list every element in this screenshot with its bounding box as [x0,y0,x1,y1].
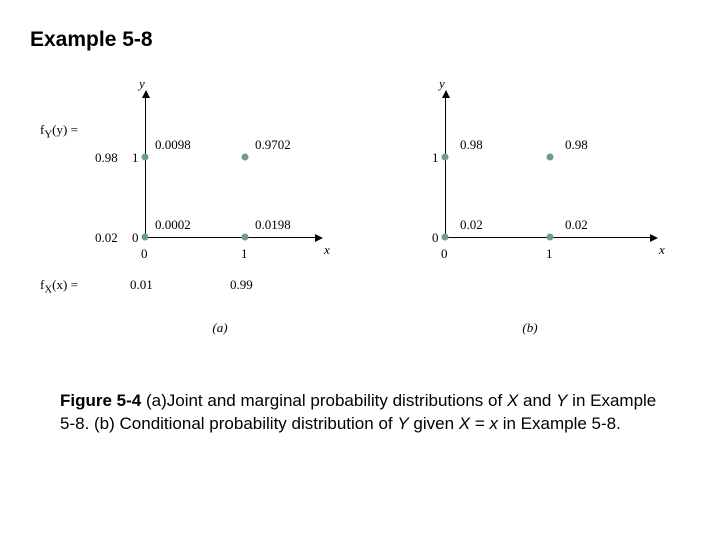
caption-x2: X [459,414,470,433]
chart-a-x-label: x [324,242,330,258]
chart-a-my-0-tick: 1 [132,150,139,166]
chart-a-point-01 [142,234,149,241]
chart-a-my-1-tick: 0 [132,230,139,246]
figure-caption: Figure 5-4 (a)Joint and marginal probabi… [60,390,660,436]
chart-a-point-00-val: 0.0098 [155,137,191,153]
caption-given: given [409,414,459,433]
chart-b-point-10 [547,154,554,161]
chart-a-y-axis [145,97,146,237]
fy-sub: Y [44,129,52,141]
charts-row: y x fY(y) = fX(x) = 0.98 1 0.02 0 0 1 0.… [40,82,690,336]
chart-b-x-arrow [650,234,658,242]
chart-b-ytick-0: 1 [432,150,439,166]
chart-b-xtick-1: 1 [546,246,553,262]
chart-a-mx-1-val: 0.99 [230,277,253,293]
chart-b-point-00 [442,154,449,161]
chart-a-my-1-val: 0.02 [95,230,118,246]
chart-a-point-00 [142,154,149,161]
chart-b-y-axis [445,97,446,237]
fx-arg: (x) = [52,277,78,292]
chart-b: y x 1 0 0 1 0.98 0.98 0.02 0.02 [380,82,680,312]
chart-a-y-label: y [139,76,145,92]
caption-x: X [507,391,518,410]
chart-b-point-00-val: 0.98 [460,137,483,153]
chart-a-mx-0-tick: 0 [141,246,148,262]
chart-a-mx-0-val: 0.01 [130,277,153,293]
caption-text-a: (a)Joint and marginal probability distri… [141,391,507,410]
chart-a-point-01-val: 0.0002 [155,217,191,233]
chart-a-point-11 [242,234,249,241]
fx-sub: X [44,284,52,296]
caption-y: Y [556,391,567,410]
caption-and: and [518,391,556,410]
chart-b-point-01-val: 0.02 [460,217,483,233]
chart-a-fx-label: fX(x) = [40,277,78,296]
fy-arg: (y) = [52,122,78,137]
caption-text-b2: in Example 5-8. [498,414,621,433]
chart-b-point-10-val: 0.98 [565,137,588,153]
chart-a: y x fY(y) = fX(x) = 0.98 1 0.02 0 0 1 0.… [40,82,340,312]
chart-b-y-label: y [439,76,445,92]
chart-b-wrap: y x 1 0 0 1 0.98 0.98 0.02 0.02 (b) [380,82,680,336]
chart-b-sublabel: (b) [380,320,680,336]
chart-a-x-arrow [315,234,323,242]
chart-b-ytick-1: 0 [432,230,439,246]
caption-figlabel: Figure 5-4 [60,391,141,410]
caption-lx: x [490,414,499,433]
chart-b-point-11-val: 0.02 [565,217,588,233]
chart-a-point-10-val: 0.9702 [255,137,291,153]
chart-b-point-11 [547,234,554,241]
chart-a-x-axis [145,237,315,238]
chart-b-xtick-0: 0 [441,246,448,262]
chart-a-mx-1-tick: 1 [241,246,248,262]
chart-b-x-label: x [659,242,665,258]
chart-a-sublabel: (a) [40,320,340,336]
chart-a-my-0-val: 0.98 [95,150,118,166]
chart-a-fy-label: fY(y) = [40,122,78,141]
caption-y2: Y [397,414,408,433]
page-title: Example 5-8 [30,28,690,52]
chart-a-wrap: y x fY(y) = fX(x) = 0.98 1 0.02 0 0 1 0.… [40,82,340,336]
chart-a-point-11-val: 0.0198 [255,217,291,233]
chart-b-point-01 [442,234,449,241]
caption-eq: = [470,414,489,433]
chart-a-point-10 [242,154,249,161]
